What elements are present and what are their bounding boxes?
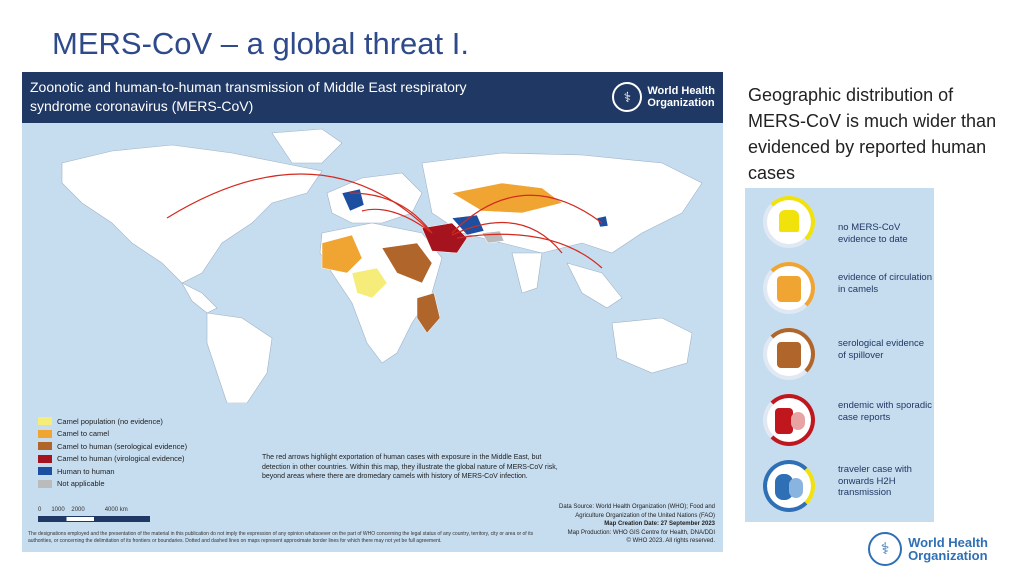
central-america — [181, 282, 218, 314]
icon-row-traveler: traveler case with onwards H2H transmiss… — [745, 454, 934, 518]
scale-bar: 0 1000 2000 4000 km — [38, 507, 150, 522]
icon-label: serological evidence of spillover — [838, 338, 925, 361]
legend-swatch — [38, 442, 52, 451]
slide-title: MERS-CoV – a global threat I. — [52, 26, 469, 61]
region-camel-population — [351, 267, 388, 299]
arrow-to-uk — [349, 192, 433, 234]
who-emblem-icon: ⚕ — [612, 82, 643, 112]
legend-swatch — [38, 479, 52, 488]
scale-line — [38, 516, 150, 522]
map-header: Zoonotic and human-to-human transmission… — [22, 72, 723, 123]
australia — [611, 317, 693, 374]
greenland — [271, 128, 343, 164]
icon-label: traveler case with onwards H2H transmiss… — [838, 464, 912, 498]
legend-item: Human to human — [38, 465, 187, 478]
icon-row-camels: evidence of circulation in camels — [745, 256, 934, 320]
map-panel: Zoonotic and human-to-human transmission… — [22, 72, 723, 552]
who-footer-logo: ⚕ World Health Organization — [868, 532, 988, 566]
who-emblem-icon: ⚕ — [868, 532, 903, 566]
region-human-to-human-iran — [451, 214, 485, 236]
map-title: Zoonotic and human-to-human transmission… — [30, 79, 467, 114]
icon-row-serological: serological evidence of spillover — [745, 322, 934, 386]
region-not-applicable — [481, 230, 505, 244]
region-serological — [381, 242, 433, 284]
legend-item: Camel to human (virological evidence) — [38, 453, 187, 466]
legend-item: Camel population (no evidence) — [38, 415, 187, 428]
who-footer-line1: World Health — [908, 535, 988, 550]
world-map — [22, 123, 723, 403]
map-note: The red arrows highlight exportation of … — [262, 454, 558, 480]
icon-row-endemic: endemic with sporadic case reports — [745, 388, 934, 452]
icon-label: endemic with sporadic case reports — [838, 400, 932, 423]
icon-label: evidence of circulation in camels — [838, 272, 932, 295]
who-footer-line2: Organization — [908, 548, 988, 563]
who-logo: ⚕ World Health Organization — [612, 82, 715, 112]
legend-swatch — [38, 429, 52, 438]
world-map-svg — [61, 128, 703, 403]
legend-swatch — [38, 454, 52, 463]
region-human-to-human-korea — [596, 215, 609, 228]
region-virological — [421, 222, 468, 254]
scale-labels: 0 1000 2000 4000 km — [38, 507, 128, 513]
europe — [326, 172, 423, 224]
who-logo-line1: World Health — [647, 85, 715, 97]
map-disclaimer: The designations employed and the presen… — [28, 531, 534, 544]
india — [511, 252, 543, 294]
legend-swatch — [38, 467, 52, 476]
map-legend: Camel population (no evidence) Camel to … — [38, 415, 187, 490]
north-america — [61, 144, 323, 284]
arrow-to-china — [451, 221, 563, 254]
who-logo-line2: Organization — [647, 97, 715, 109]
legend-item: Camel to camel — [38, 428, 187, 441]
icon-row-no-evidence: no MERS-CoV evidence to date — [745, 190, 934, 254]
region-human-to-human-europe — [341, 188, 365, 212]
region-camel-to-camel-africa — [321, 234, 363, 274]
legend-item: Camel to human (serological evidence) — [38, 440, 187, 453]
southeast-asia — [566, 262, 623, 309]
arrow-to-korea — [451, 194, 603, 234]
arrow-to-france — [361, 208, 433, 234]
side-text: Geographic distribution of MERS-CoV is m… — [748, 85, 997, 183]
icon-panel: no MERS-CoV evidence to date evidence of… — [745, 188, 934, 522]
map-footer: Camel population (no evidence) Camel to … — [22, 403, 723, 552]
legend-swatch — [38, 417, 52, 426]
legend-item: Not applicable — [38, 478, 187, 491]
south-america — [206, 312, 273, 403]
arrow-to-usa — [166, 173, 433, 234]
region-serological-east-africa — [416, 292, 441, 334]
icon-label: no MERS-CoV evidence to date — [838, 222, 908, 245]
camel-shape-icon — [779, 210, 799, 232]
arrow-to-philippines — [456, 233, 603, 269]
map-source: Data Source: World Health Organization (… — [559, 504, 715, 544]
